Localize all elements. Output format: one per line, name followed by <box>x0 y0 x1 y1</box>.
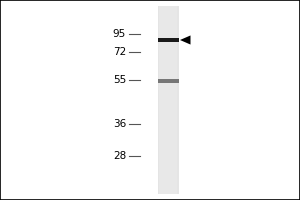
Text: 72: 72 <box>113 47 126 57</box>
Polygon shape <box>180 35 190 45</box>
Bar <box>158 6 178 194</box>
Text: 28: 28 <box>113 151 126 161</box>
Text: 55: 55 <box>113 75 126 85</box>
Bar <box>158 38 178 42</box>
Text: 95: 95 <box>113 29 126 39</box>
Bar <box>158 6 159 194</box>
Bar <box>177 6 178 194</box>
Text: 36: 36 <box>113 119 126 129</box>
Bar <box>158 79 178 83</box>
